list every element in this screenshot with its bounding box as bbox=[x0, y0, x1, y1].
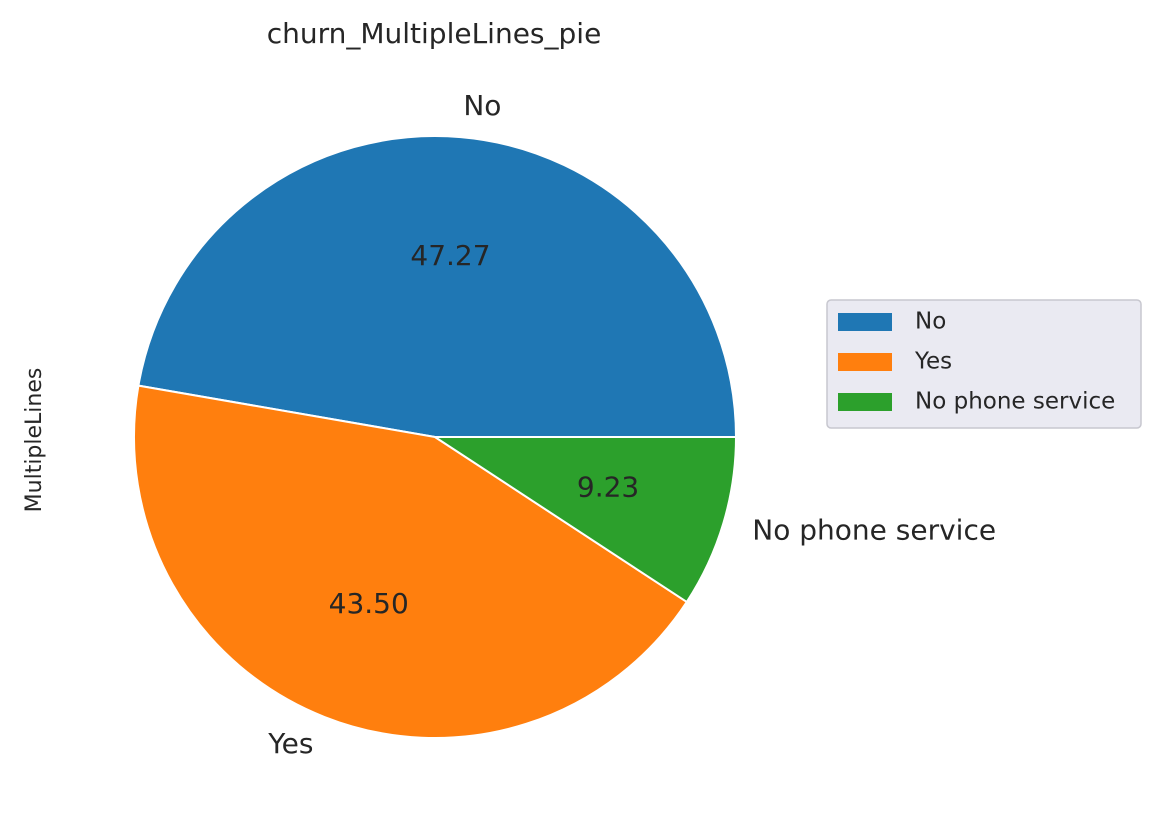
legend-label-no: No bbox=[915, 309, 946, 335]
pie-value-no-phone-service: 9.23 bbox=[577, 471, 639, 504]
legend-label-yes: Yes bbox=[914, 349, 952, 375]
legend-swatch-no bbox=[838, 313, 892, 331]
pie-category-labels: No Yes No phone service bbox=[267, 89, 996, 760]
pie-label-no-phone-service: No phone service bbox=[752, 514, 996, 547]
pie-slices bbox=[133, 135, 737, 739]
legend-frame bbox=[826, 299, 1142, 429]
pie-value-yes: 43.50 bbox=[329, 587, 409, 620]
pie-value-labels: 47.27 43.50 9.23 bbox=[329, 239, 640, 620]
legend-items: No Yes No phone service bbox=[838, 309, 1115, 415]
y-axis-label: MultipleLines bbox=[22, 368, 47, 513]
pie-label-no: No bbox=[463, 89, 501, 122]
legend-label-no-phone-service: No phone service bbox=[915, 389, 1115, 415]
pie-label-yes: Yes bbox=[267, 727, 313, 760]
chart-title: churn_MultipleLines_pie bbox=[267, 17, 602, 50]
pie-slice-no bbox=[137, 135, 737, 438]
pie-slice-yes bbox=[133, 384, 688, 739]
legend-swatch-yes bbox=[838, 353, 892, 371]
pie-slice-no-phone-service bbox=[434, 436, 737, 603]
legend: No Yes No phone service bbox=[826, 299, 1142, 429]
legend-swatch-no-phone-service bbox=[838, 393, 892, 411]
pie-value-no: 47.27 bbox=[410, 239, 490, 272]
